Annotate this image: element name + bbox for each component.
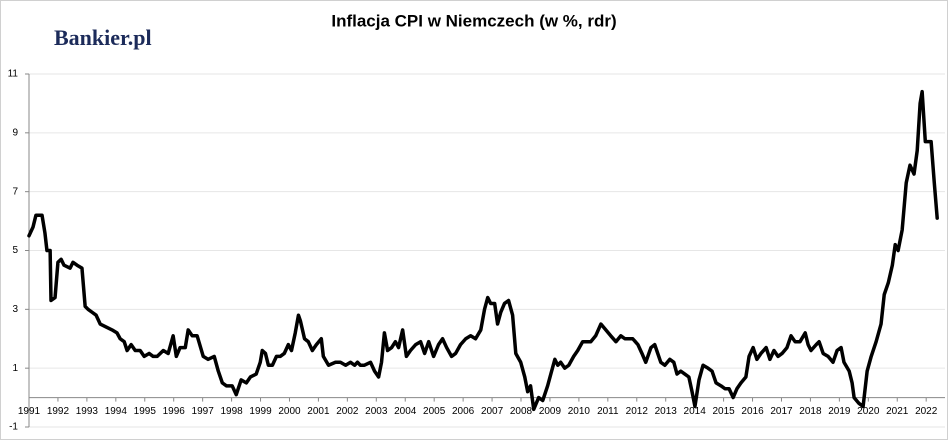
x-tick-label: 2005 — [423, 406, 446, 417]
x-tick-label: 2012 — [626, 406, 649, 417]
x-tick-label: 2006 — [452, 406, 475, 417]
x-tick-label: 1993 — [76, 406, 99, 417]
x-tick-label: 2016 — [741, 406, 764, 417]
y-tick-label: 1 — [12, 363, 18, 374]
x-tick-label: 1999 — [249, 406, 272, 417]
y-tick-label: 7 — [12, 186, 18, 197]
x-tick-label: 2002 — [336, 406, 359, 417]
x-tick-label: 1994 — [105, 406, 128, 417]
x-tick-label: 2013 — [655, 406, 678, 417]
x-tick-label: 1996 — [163, 406, 186, 417]
x-tick-label: 2020 — [857, 406, 880, 417]
x-tick-label: 1991 — [18, 406, 41, 417]
x-tick-label: 2003 — [365, 406, 388, 417]
y-tick-label: 3 — [12, 304, 18, 315]
x-tick-label: 2007 — [481, 406, 504, 417]
brand-logo: Bankier.pl — [54, 25, 152, 50]
x-tick-label: 1995 — [134, 406, 157, 417]
x-tick-label: 2017 — [770, 406, 793, 417]
x-tick-label: 2001 — [307, 406, 330, 417]
x-tick-label: 2018 — [799, 406, 822, 417]
y-tick-label: 5 — [12, 245, 18, 256]
x-tick-label: 1998 — [220, 406, 243, 417]
x-tick-label: 2010 — [568, 406, 591, 417]
x-tick-label: 1992 — [47, 406, 70, 417]
y-tick-label: -1 — [9, 422, 18, 433]
cpi-line — [27, 89, 939, 412]
x-tick-label: 2000 — [278, 406, 301, 417]
x-tick-label: 2008 — [510, 406, 533, 417]
x-tick-label: 2009 — [539, 406, 562, 417]
x-tick-label: 2015 — [712, 406, 735, 417]
chart-title: Inflacja CPI w Niemczech (w %, rdr) — [331, 11, 616, 30]
x-tick-label: 1997 — [192, 406, 215, 417]
x-tick-label: 2022 — [915, 406, 938, 417]
y-tick-label: 11 — [8, 69, 19, 80]
y-tick-label: 9 — [12, 127, 18, 138]
x-tick-label: 2021 — [886, 406, 909, 417]
x-tick-label: 2014 — [684, 406, 707, 417]
x-tick-label: 2019 — [828, 406, 851, 417]
x-tick-label: 2011 — [597, 406, 619, 417]
x-tick-label: 2004 — [394, 406, 417, 417]
